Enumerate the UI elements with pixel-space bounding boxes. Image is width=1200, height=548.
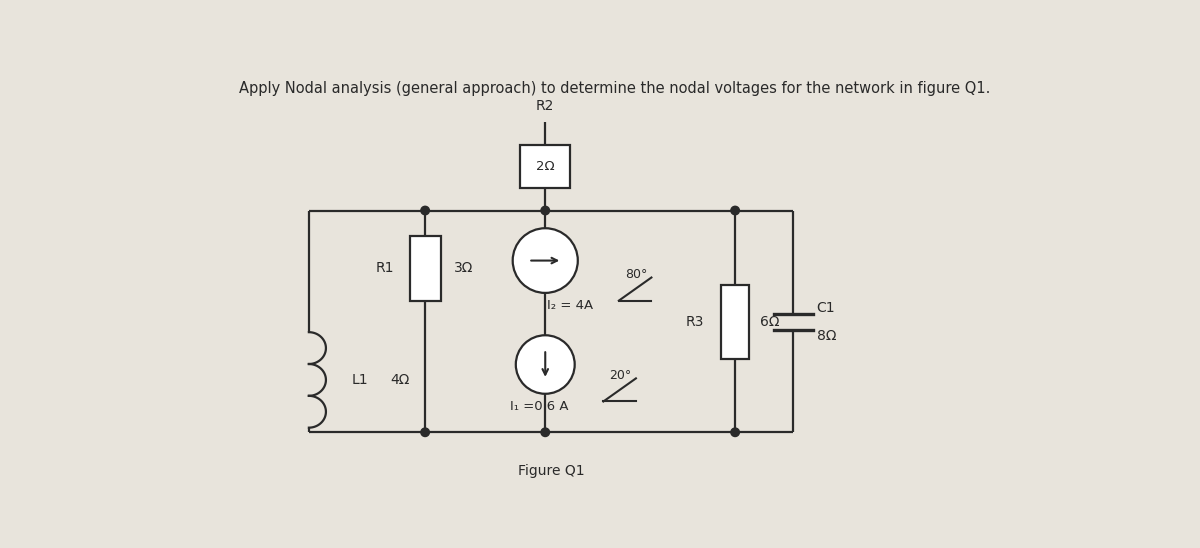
Text: R2: R2 (536, 99, 554, 113)
Circle shape (421, 428, 430, 437)
Bar (521, 145, 570, 188)
Text: L1: L1 (352, 373, 368, 387)
Text: 6Ω: 6Ω (761, 315, 780, 329)
Circle shape (516, 335, 575, 394)
Bar (409, 236, 440, 301)
Circle shape (512, 228, 578, 293)
Text: R1: R1 (376, 261, 394, 275)
Text: 8Ω: 8Ω (816, 329, 836, 343)
Text: I₁ =0.6 A: I₁ =0.6 A (510, 400, 569, 413)
Text: 20°: 20° (610, 369, 632, 383)
Text: Figure Q1: Figure Q1 (517, 464, 584, 478)
Text: Apply Nodal analysis (general approach) to determine the nodal voltages for the : Apply Nodal analysis (general approach) … (239, 81, 991, 96)
Circle shape (731, 428, 739, 437)
Text: C1: C1 (816, 301, 835, 315)
Circle shape (421, 206, 430, 215)
Circle shape (541, 428, 550, 437)
Circle shape (541, 206, 550, 215)
Text: I₂ = 4A: I₂ = 4A (547, 299, 593, 312)
Text: 3Ω: 3Ω (454, 261, 474, 275)
Text: 2Ω: 2Ω (536, 160, 554, 173)
Text: 80°: 80° (625, 269, 648, 281)
Text: 4Ω: 4Ω (390, 373, 409, 387)
Circle shape (731, 206, 739, 215)
Text: R3: R3 (685, 315, 704, 329)
Bar (721, 285, 749, 359)
